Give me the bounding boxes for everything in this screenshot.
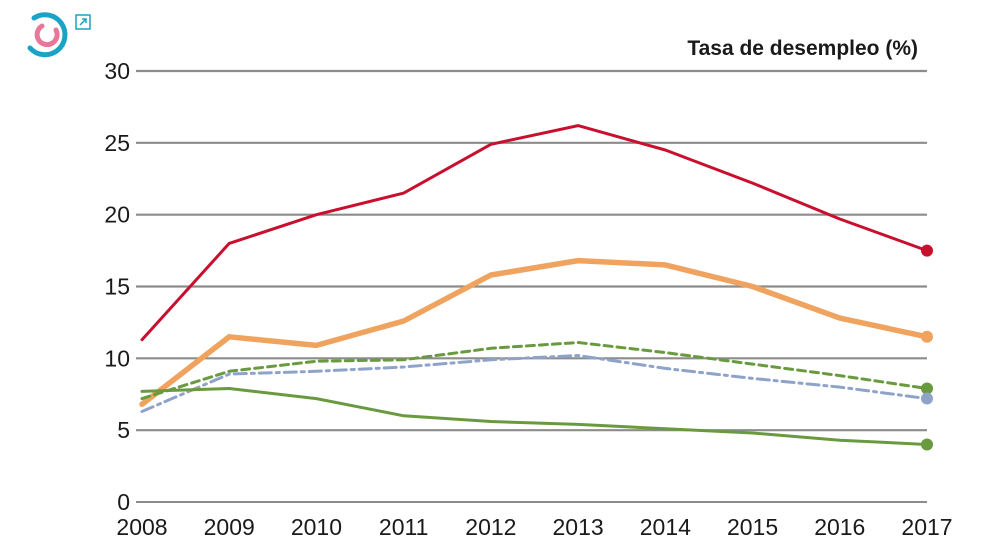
end-point-green-dashed (921, 382, 933, 395)
x-tick-label: 2009 (204, 514, 255, 540)
gridlines (136, 69, 927, 503)
x-tick-label: 2011 (379, 514, 428, 540)
y-tick-label: 0 (117, 489, 130, 515)
circular-logo-icon (27, 12, 68, 58)
x-tick-label: 2012 (465, 514, 516, 540)
y-tick-label: 10 (104, 345, 130, 371)
external-link-icon[interactable] (75, 14, 91, 30)
series-line-green-solid (140, 387, 929, 446)
y-tick-label: 25 (104, 130, 130, 156)
series-end-markers (921, 244, 933, 451)
x-axis-ticks: 2008 2009 2010 2011 2012 2013 2014 2015 2016 2017 (116, 514, 952, 540)
y-tick-label: 20 (104, 202, 130, 228)
x-tick-label: 2010 (291, 514, 342, 540)
series-line-red (140, 124, 929, 342)
x-tick-label: 2013 (553, 514, 604, 540)
series-line-green-dashed (140, 341, 929, 401)
series-lines (139, 124, 930, 446)
x-tick-label: 2016 (814, 514, 865, 540)
y-tick-label: 5 (117, 417, 130, 443)
x-tick-label: 2014 (640, 514, 691, 540)
y-axis-ticks: 0 5 10 15 20 25 30 (104, 58, 130, 515)
end-point-red (921, 244, 933, 257)
x-tick-label: 2008 (116, 514, 167, 540)
y-axis-title: Tasa de desempleo (%) (687, 37, 918, 60)
y-tick-label: 15 (104, 274, 130, 300)
x-tick-label: 2015 (727, 514, 778, 540)
y-tick-label: 30 (104, 58, 130, 84)
end-point-green-solid (921, 438, 933, 451)
x-tick-label: 2017 (901, 514, 952, 540)
series-line-orange (139, 257, 930, 408)
series-line-blue-dashdot (140, 354, 929, 413)
end-point-blue-dashdot (921, 392, 933, 405)
end-point-orange (921, 330, 933, 343)
